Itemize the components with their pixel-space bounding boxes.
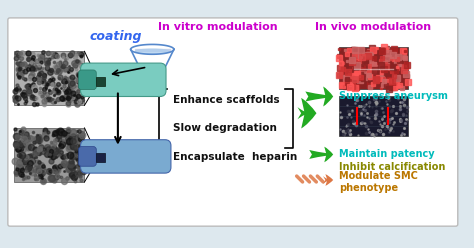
Bar xyxy=(339,96,408,136)
FancyBboxPatch shape xyxy=(8,18,458,226)
Text: Maintain patency: Maintain patency xyxy=(339,150,435,159)
Text: Encapsulate  heparin: Encapsulate heparin xyxy=(173,153,297,162)
Text: In vitro modulation: In vitro modulation xyxy=(158,22,278,32)
Bar xyxy=(96,77,105,86)
Bar xyxy=(14,128,84,182)
Ellipse shape xyxy=(135,48,170,54)
FancyBboxPatch shape xyxy=(79,70,96,90)
Text: Modulate SMC
phenotype: Modulate SMC phenotype xyxy=(339,171,418,193)
Text: Slow degradation: Slow degradation xyxy=(173,123,277,133)
FancyBboxPatch shape xyxy=(79,147,96,166)
Text: coating: coating xyxy=(90,30,142,42)
Text: In vivo modulation: In vivo modulation xyxy=(315,22,431,32)
Text: Enhance scaffolds: Enhance scaffolds xyxy=(173,95,280,105)
Bar xyxy=(96,154,105,162)
Bar xyxy=(339,47,408,89)
FancyBboxPatch shape xyxy=(81,63,166,96)
Text: Suppress aneurysm: Suppress aneurysm xyxy=(339,92,448,101)
Text: Inhibit calcification: Inhibit calcification xyxy=(339,162,445,172)
Bar xyxy=(14,51,84,105)
FancyBboxPatch shape xyxy=(81,140,171,173)
